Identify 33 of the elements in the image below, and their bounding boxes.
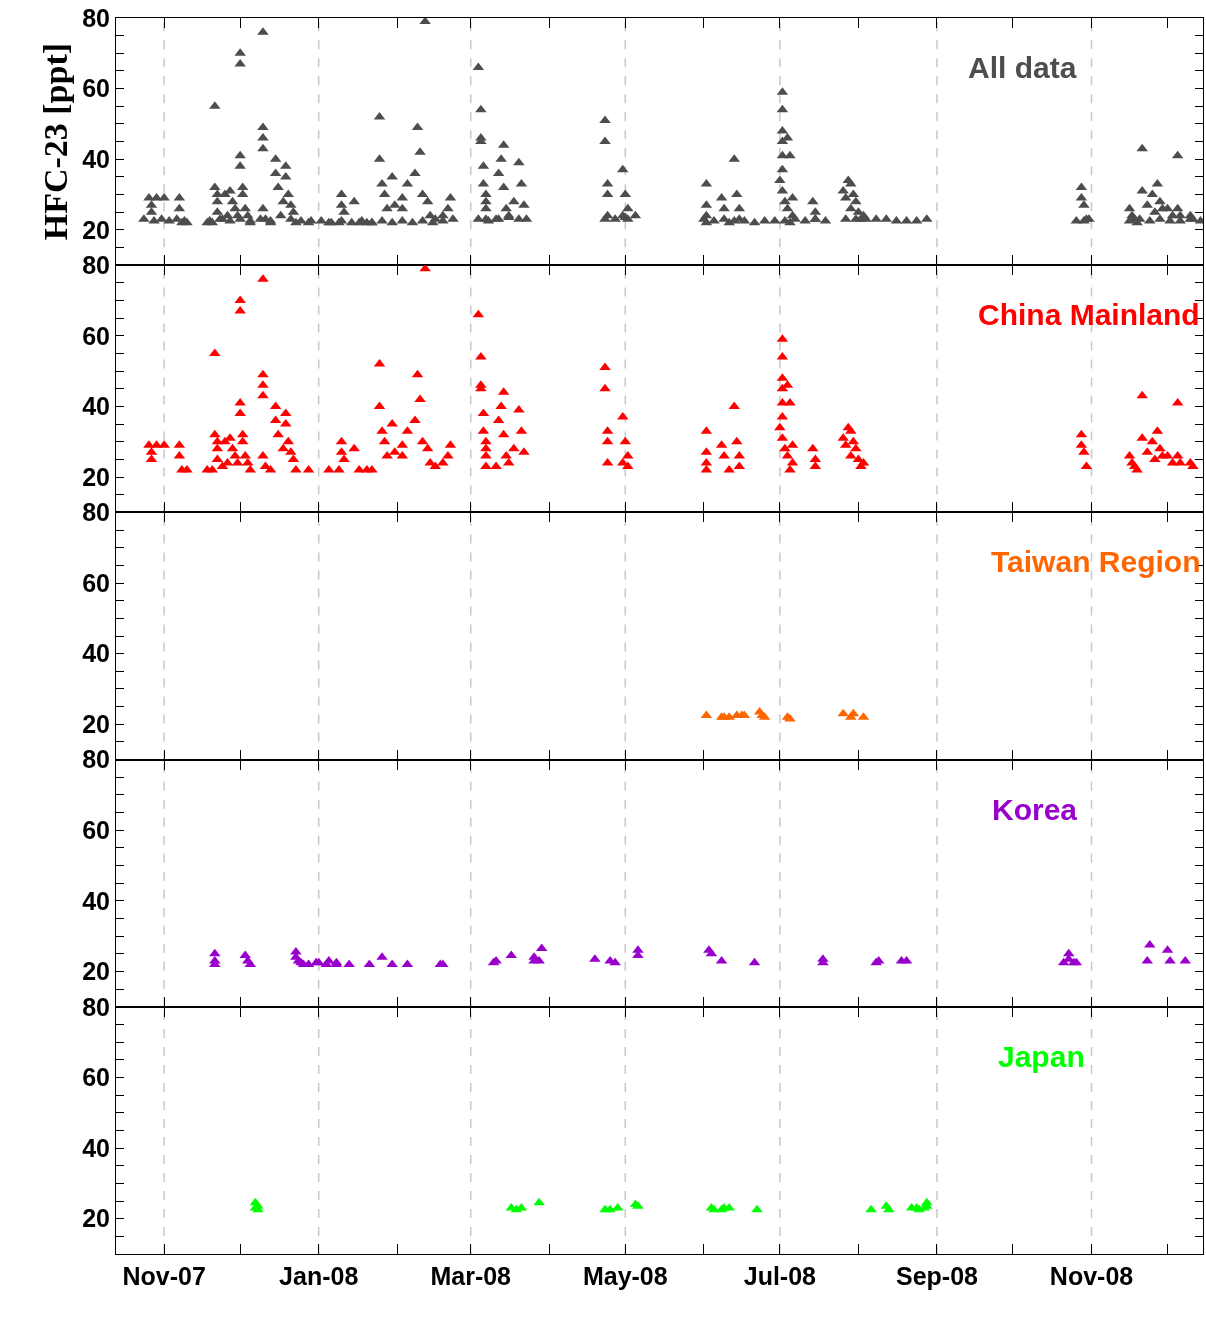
text: All data — [968, 51, 1077, 84]
y-tick-label: 60 — [82, 568, 110, 597]
text: Taiwan Region — [991, 545, 1201, 578]
y-tick-label: 20 — [82, 215, 110, 244]
y-axis-title: HFC-23 [ppt] — [36, 42, 74, 241]
y-tick-label: 20 — [82, 462, 110, 491]
y-tick-label: 60 — [82, 815, 110, 844]
y-tick-label: 60 — [82, 1063, 110, 1092]
x-tick-label: Nov-07 — [122, 1262, 206, 1290]
y-tick-label: 40 — [82, 886, 110, 915]
y-tick-label: 40 — [82, 1133, 110, 1162]
y-tick-label: 40 — [82, 145, 110, 174]
y-tick-label: 60 — [82, 321, 110, 350]
y-tick-label: 20 — [82, 957, 110, 986]
y-tick-label: 80 — [82, 3, 110, 32]
x-tick-label: Nov-08 — [1049, 1262, 1134, 1290]
y-tick-label: 80 — [82, 992, 110, 1021]
text: Korea — [992, 793, 1078, 826]
y-tick-label: 20 — [82, 710, 110, 739]
x-tick-label: Mar-08 — [430, 1262, 512, 1290]
y-tick-label: 60 — [82, 74, 110, 103]
y-tick-label: 40 — [82, 392, 110, 421]
x-tick-label: Jul-08 — [743, 1262, 817, 1290]
x-tick-label: May-08 — [582, 1262, 668, 1290]
text: Japan — [998, 1040, 1085, 1073]
x-tick-label: Sep-08 — [895, 1262, 979, 1290]
text: China Mainland — [978, 298, 1200, 331]
y-tick-label: 80 — [82, 250, 110, 279]
x-tick-label: Jan-08 — [279, 1262, 359, 1290]
y-tick-label: 80 — [82, 745, 110, 774]
y-tick-label: 80 — [82, 498, 110, 527]
y-tick-label: 20 — [82, 1204, 110, 1233]
y-tick-label: 40 — [82, 639, 110, 668]
